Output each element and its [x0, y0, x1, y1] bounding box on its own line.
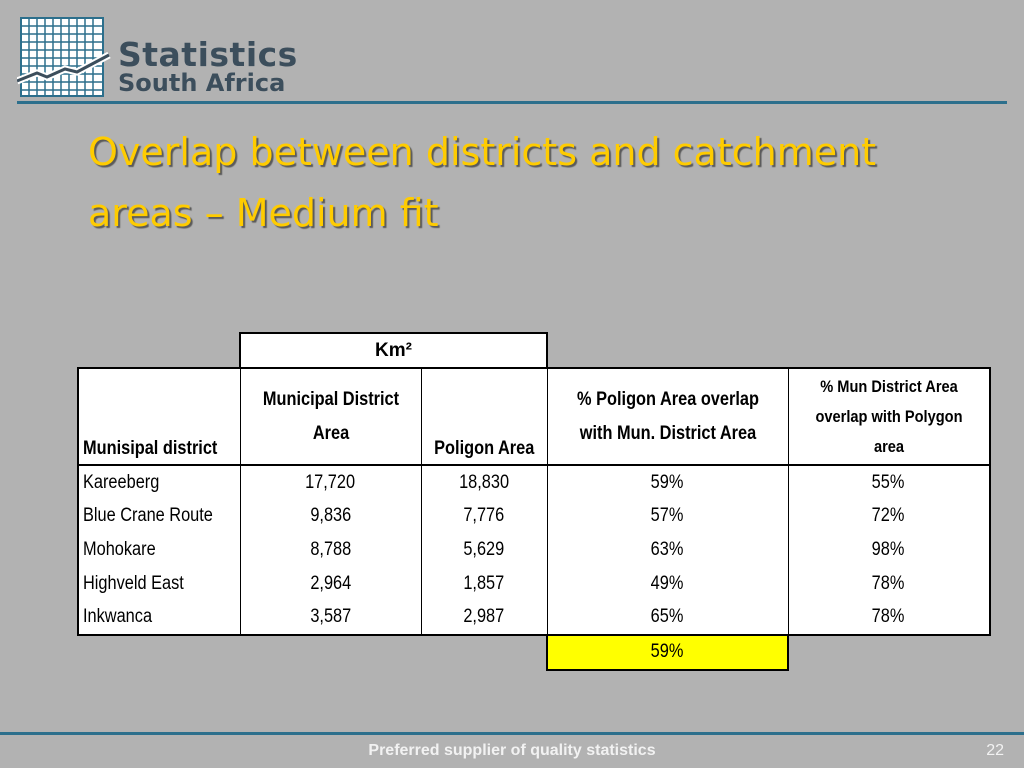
col-header-district: Munisipal district: [77, 367, 241, 466]
slide-title: Overlap between districts and catchment …: [88, 122, 968, 244]
logo-line2: South Africa: [118, 69, 286, 97]
stats-sa-logo: Statistics South Africa: [17, 17, 307, 99]
page-number: 22: [986, 742, 1004, 759]
col-header-municipal-area: Municipal District Area: [240, 367, 422, 466]
footer: Preferred supplier of quality statistics…: [0, 741, 1024, 763]
col-header-poligon-area: Poligon Area: [421, 367, 548, 466]
top-rule: [17, 101, 1007, 104]
km2-group-header: Km²: [239, 332, 548, 369]
col-header-mun-overlap: % Mun District Area overlap with Polygon…: [788, 367, 991, 466]
overlap-table: Km² Munisipal district Municipal Distric…: [77, 332, 991, 671]
table-row: Inkwanca 3,587 2,987 65% 78%: [77, 600, 991, 636]
slide-title-line1: Overlap between districts and catchment: [88, 130, 877, 174]
bottom-rule: [0, 732, 1024, 735]
col-header-poligon-overlap: % Poligon Area overlap with Mun. Distric…: [547, 367, 789, 466]
table-header-row: Munisipal district Municipal District Ar…: [77, 367, 991, 466]
slide-title-line2: areas – Medium fit: [88, 191, 439, 235]
table-row: Highveld East 2,964 1,857 49% 78%: [77, 566, 991, 601]
table-row: Blue Crane Route 9,836 7,776 57% 72%: [77, 499, 991, 534]
logo-line1: Statistics: [118, 35, 298, 74]
footer-tagline: Preferred supplier of quality statistics: [368, 742, 656, 759]
stats-grid-chart-icon: [17, 17, 111, 97]
average-overlap-highlight: 59%: [546, 633, 789, 671]
table-row: Kareeberg 17,720 18,830 59% 55%: [77, 465, 991, 500]
table-row: Mohokare 8,788 5,629 63% 98%: [77, 533, 991, 567]
